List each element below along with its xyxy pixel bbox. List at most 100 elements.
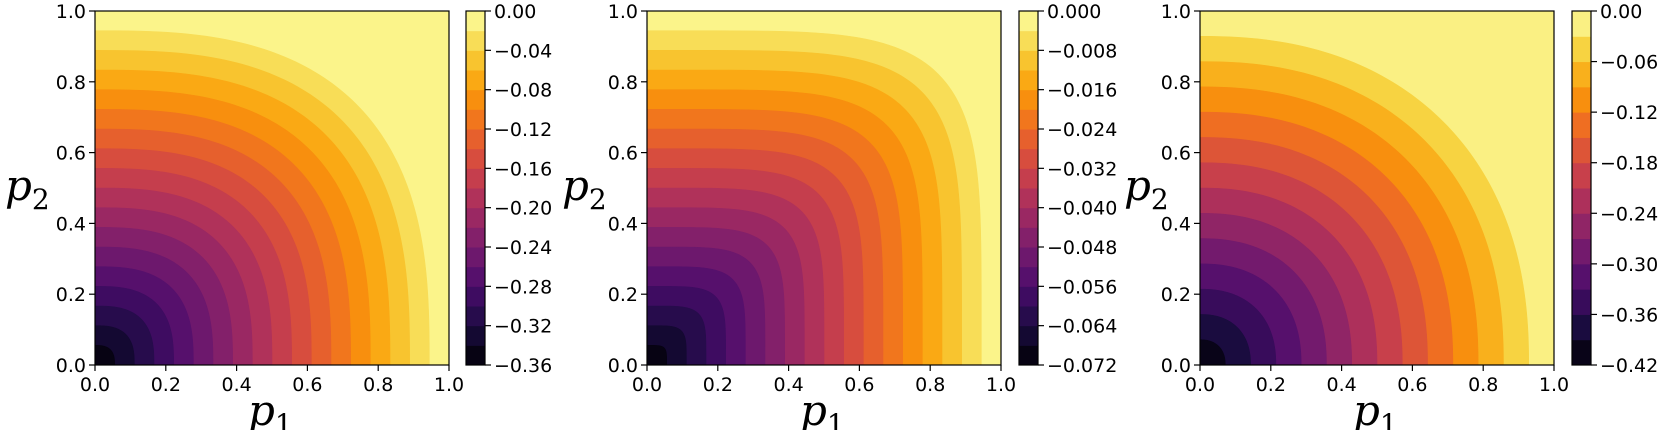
colorbar-tick-label: −0.08 xyxy=(494,80,552,102)
colorbar-segment xyxy=(466,227,485,248)
colorbar-tick-label: 0.00 xyxy=(494,1,536,23)
x-tick-label: 0.2 xyxy=(703,374,733,396)
y-tick-label: 0.6 xyxy=(608,143,638,165)
y-tick-label: 0.0 xyxy=(56,355,86,377)
colorbar-segment xyxy=(466,30,485,51)
colorbar-3: 0.00 −0.06 −0.12 −0.18 −0.24 −0.30 −0.36 −0.42 xyxy=(1571,1,1658,377)
x-tick-label: 1.0 xyxy=(1539,374,1569,396)
y-axis-label: p2 xyxy=(5,161,50,216)
colorbar-segment xyxy=(1572,86,1591,113)
x-tick-label: 0.6 xyxy=(844,374,874,396)
colorbar-segment xyxy=(1019,188,1038,209)
y-tick-label: 0.2 xyxy=(1161,284,1191,306)
x-tick-label: 0.6 xyxy=(1397,374,1427,396)
colorbar-segment xyxy=(1019,345,1038,366)
colorbar-segment xyxy=(1572,213,1591,240)
colorbar-segment xyxy=(1572,289,1591,315)
y-tick-label: 0.6 xyxy=(1161,143,1191,165)
colorbar-segment xyxy=(466,188,485,209)
y-tick-label: 0.8 xyxy=(1161,72,1191,94)
colorbar-segment xyxy=(1572,263,1591,290)
colorbar-segment xyxy=(1572,137,1591,164)
y-tick-label: 0.4 xyxy=(608,213,638,235)
colorbar-tick-label: −0.32 xyxy=(494,316,552,338)
y-tick-label: 1.0 xyxy=(56,1,86,23)
colorbar-segment xyxy=(466,306,485,327)
colorbar-tick-label: −0.24 xyxy=(494,237,552,259)
colorbar-tick-label: −0.032 xyxy=(1047,158,1117,180)
colorbar-segment xyxy=(1019,70,1038,91)
colorbar-segment xyxy=(1019,30,1038,51)
x-tick-label: 0.2 xyxy=(151,374,181,396)
colorbar-tick-label: −0.04 xyxy=(494,40,552,62)
colorbar-segment xyxy=(466,207,485,228)
colorbar-segment xyxy=(466,168,485,189)
colorbar-tick-label: −0.008 xyxy=(1047,40,1117,62)
colorbar-frame xyxy=(1571,10,1592,366)
colorbar-tick-label: −0.20 xyxy=(494,198,552,220)
colorbar-tick-label: −0.064 xyxy=(1047,316,1117,338)
x-tick-label: 0.0 xyxy=(80,374,110,396)
y-tick-label: 0.4 xyxy=(1161,213,1191,235)
x-tick-label: 0.0 xyxy=(632,374,662,396)
colorbar-segment xyxy=(466,70,485,91)
x-tick-label: 0.0 xyxy=(1185,374,1215,396)
colorbar-segment xyxy=(1019,247,1038,268)
colorbar-segment xyxy=(466,11,485,32)
contour-panel-1 xyxy=(95,11,449,365)
colorbar-segment xyxy=(1019,168,1038,189)
y-tick-label: 0.8 xyxy=(56,72,86,94)
x-tick-label: 0.8 xyxy=(363,374,393,396)
colorbar-segment xyxy=(1019,306,1038,327)
colorbar-tick-label: −0.072 xyxy=(1047,355,1117,377)
colorbar-tick-label: 0.00 xyxy=(1600,1,1642,23)
colorbar-tick-label: −0.06 xyxy=(1600,52,1658,74)
y-tick-label: 0.0 xyxy=(608,355,638,377)
colorbar-tick-label: −0.040 xyxy=(1047,198,1117,220)
colorbar-segment xyxy=(466,266,485,287)
y-tick-label: 1.0 xyxy=(608,1,638,23)
colorbar-tick-label: −0.016 xyxy=(1047,80,1117,102)
contour-panel-3 xyxy=(1200,11,1554,365)
colorbar-segment xyxy=(466,286,485,307)
colorbar-segment xyxy=(1019,89,1038,110)
colorbar-tick-label: −0.048 xyxy=(1047,237,1117,259)
contour-panel-2 xyxy=(647,11,1001,365)
x-axis-label: p1 xyxy=(800,386,845,430)
contour-band xyxy=(1200,339,1226,365)
colorbar-tick-label: −0.30 xyxy=(1600,254,1658,276)
colorbar-tick-label: −0.28 xyxy=(494,276,552,298)
x-tick-label: 1.0 xyxy=(986,374,1016,396)
colorbar-segment xyxy=(466,89,485,110)
colorbar-tick-label: −0.024 xyxy=(1047,119,1117,141)
colorbar-segment xyxy=(466,50,485,71)
y-tick-label: 1.0 xyxy=(1161,1,1191,23)
colorbar-segment xyxy=(466,109,485,130)
colorbar-segment xyxy=(1019,11,1038,32)
colorbar-segment xyxy=(1019,50,1038,71)
colorbar-segment xyxy=(1019,207,1038,228)
plot-frame xyxy=(94,10,450,366)
colorbar-tick-label: −0.36 xyxy=(1600,304,1658,326)
colorbar-tick-label: −0.12 xyxy=(494,119,552,141)
colorbar-segment xyxy=(466,129,485,150)
x-tick-label: 0.4 xyxy=(221,374,251,396)
y-axis-label: p2 xyxy=(1124,161,1169,216)
colorbar-segment xyxy=(1572,314,1591,341)
colorbar-segment xyxy=(466,247,485,268)
colorbar-segment xyxy=(466,148,485,169)
colorbar-segment xyxy=(1019,325,1038,346)
colorbar-segment xyxy=(1572,339,1591,366)
colorbar-segment xyxy=(1019,129,1038,150)
colorbar-segment xyxy=(1572,112,1591,138)
x-tick-label: 1.0 xyxy=(434,374,464,396)
contour-band xyxy=(647,345,667,365)
y-tick-label: 0.2 xyxy=(56,284,86,306)
colorbar-frame xyxy=(465,10,486,366)
contour-band xyxy=(95,345,115,365)
colorbar-segment xyxy=(1019,148,1038,169)
colorbar-tick-label: −0.24 xyxy=(1600,203,1658,225)
y-tick-label: 0.6 xyxy=(56,143,86,165)
colorbar-segment xyxy=(1572,162,1591,189)
